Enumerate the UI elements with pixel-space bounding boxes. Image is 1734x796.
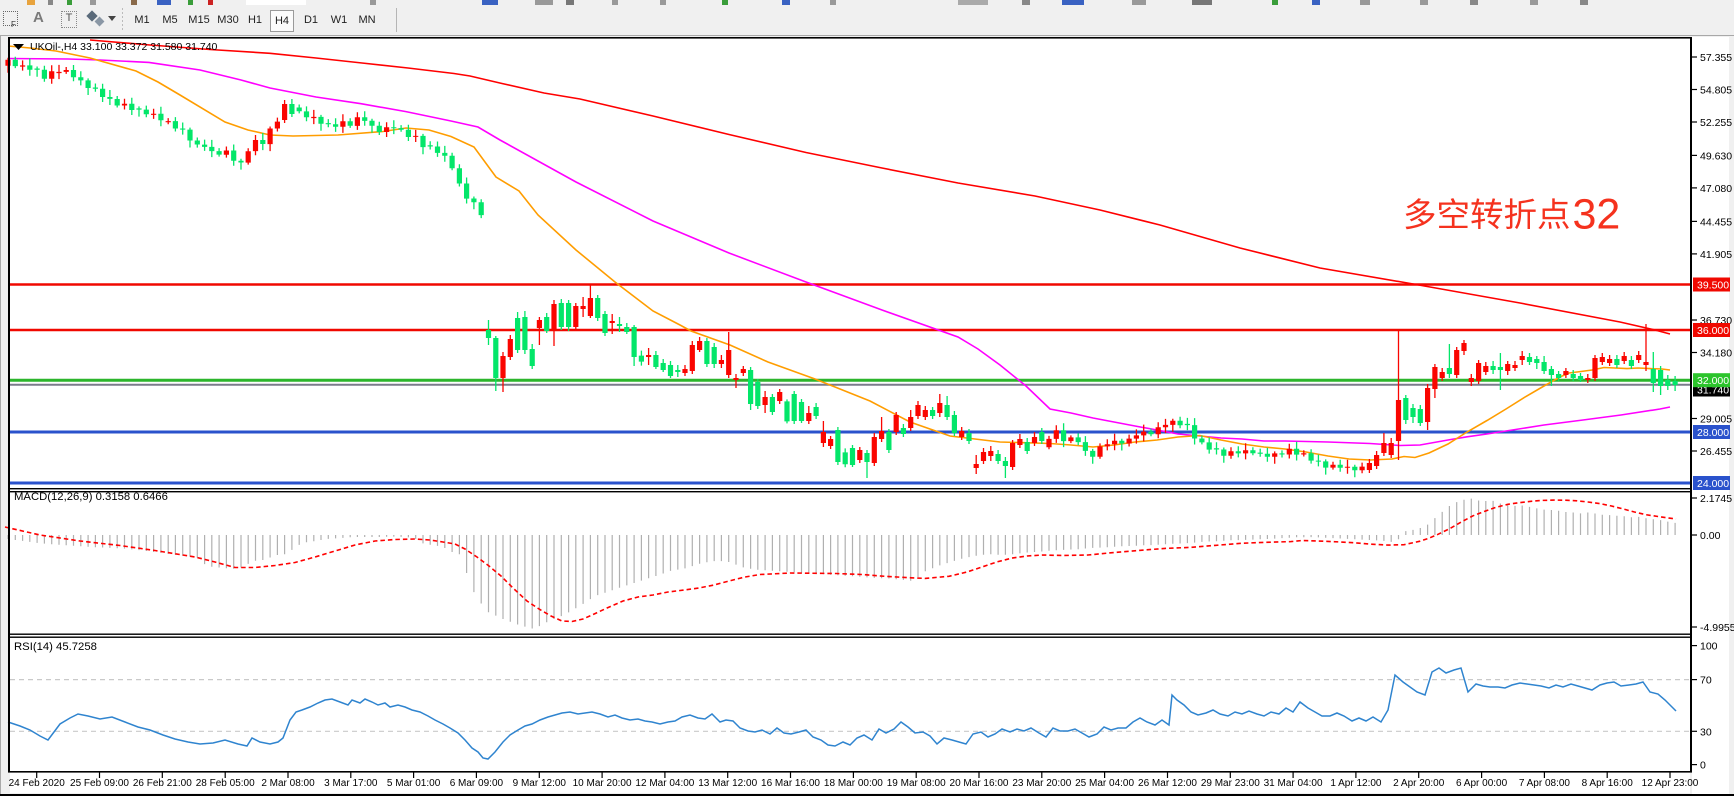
svg-text:32.000: 32.000 (1697, 375, 1729, 387)
svg-text:6 Mar 09:00: 6 Mar 09:00 (450, 778, 504, 789)
svg-text:2 Apr 20:00: 2 Apr 20:00 (1393, 778, 1445, 789)
svg-text:31 Mar 04:00: 31 Mar 04:00 (1264, 778, 1323, 789)
svg-text:2.1745: 2.1745 (1700, 493, 1732, 505)
svg-text:49.630: 49.630 (1700, 150, 1732, 162)
svg-text:28 Feb 05:00: 28 Feb 05:00 (196, 778, 255, 789)
svg-text:41.905: 41.905 (1700, 249, 1732, 261)
svg-text:44.455: 44.455 (1700, 216, 1732, 228)
svg-text:28.000: 28.000 (1697, 427, 1729, 439)
svg-text:19 Mar 08:00: 19 Mar 08:00 (887, 778, 946, 789)
svg-text:3 Mar 17:00: 3 Mar 17:00 (324, 778, 378, 789)
svg-text:47.080: 47.080 (1700, 183, 1732, 195)
svg-text:16 Mar 16:00: 16 Mar 16:00 (761, 778, 820, 789)
svg-text:29.005: 29.005 (1700, 414, 1732, 426)
svg-text:12 Mar 04:00: 12 Mar 04:00 (635, 778, 694, 789)
svg-text:26 Feb 21:00: 26 Feb 21:00 (133, 778, 192, 789)
svg-text:54.805: 54.805 (1700, 85, 1732, 97)
svg-text:1 Apr 12:00: 1 Apr 12:00 (1330, 778, 1382, 789)
svg-text:23 Mar 20:00: 23 Mar 20:00 (1012, 778, 1071, 789)
svg-text:8 Apr 16:00: 8 Apr 16:00 (1582, 778, 1634, 789)
svg-text:0.00: 0.00 (1700, 530, 1721, 542)
svg-text:70: 70 (1700, 675, 1712, 687)
svg-text:9 Mar 12:00: 9 Mar 12:00 (513, 778, 567, 789)
svg-text:25 Mar 04:00: 25 Mar 04:00 (1075, 778, 1134, 789)
svg-text:20 Mar 16:00: 20 Mar 16:00 (950, 778, 1009, 789)
svg-text:25 Feb 09:00: 25 Feb 09:00 (70, 778, 129, 789)
svg-text:26.455: 26.455 (1700, 446, 1732, 458)
svg-text:18 Mar 00:00: 18 Mar 00:00 (824, 778, 883, 789)
svg-text:RSI(14) 45.7258: RSI(14) 45.7258 (14, 641, 97, 653)
svg-text:12 Apr 23:00: 12 Apr 23:00 (1642, 778, 1699, 789)
svg-text:57.355: 57.355 (1700, 52, 1732, 64)
svg-text:-4.9955: -4.9955 (1700, 622, 1734, 634)
svg-text:26 Mar 12:00: 26 Mar 12:00 (1138, 778, 1197, 789)
svg-text:7 Apr 08:00: 7 Apr 08:00 (1519, 778, 1571, 789)
svg-text:5 Mar 01:00: 5 Mar 01:00 (387, 778, 441, 789)
svg-text:39.500: 39.500 (1697, 280, 1729, 292)
svg-text:34.180: 34.180 (1700, 348, 1732, 360)
svg-text:MACD(12,26,9) 0.3158 0.6466: MACD(12,26,9) 0.3158 0.6466 (14, 491, 168, 503)
svg-text:24 Feb 2020: 24 Feb 2020 (9, 778, 66, 789)
svg-text:6 Apr 00:00: 6 Apr 00:00 (1456, 778, 1508, 789)
svg-text:UKOil-,H4 33.100 33.372 31.58: UKOil-,H4 33.100 33.372 31.580 31.740 (30, 41, 218, 53)
svg-text:32: 32 (1573, 191, 1621, 239)
svg-text:24.000: 24.000 (1697, 478, 1729, 490)
svg-text:10 Mar 20:00: 10 Mar 20:00 (573, 778, 632, 789)
svg-text:36.000: 36.000 (1697, 325, 1729, 337)
svg-text:52.255: 52.255 (1700, 117, 1732, 129)
svg-text:0: 0 (1700, 760, 1706, 772)
svg-text:30: 30 (1700, 726, 1712, 738)
svg-text:2 Mar 08:00: 2 Mar 08:00 (261, 778, 315, 789)
svg-text:29 Mar 23:00: 29 Mar 23:00 (1201, 778, 1260, 789)
svg-text:31.740: 31.740 (1697, 385, 1729, 397)
svg-text:13 Mar 12:00: 13 Mar 12:00 (698, 778, 757, 789)
svg-text:100: 100 (1700, 641, 1718, 653)
